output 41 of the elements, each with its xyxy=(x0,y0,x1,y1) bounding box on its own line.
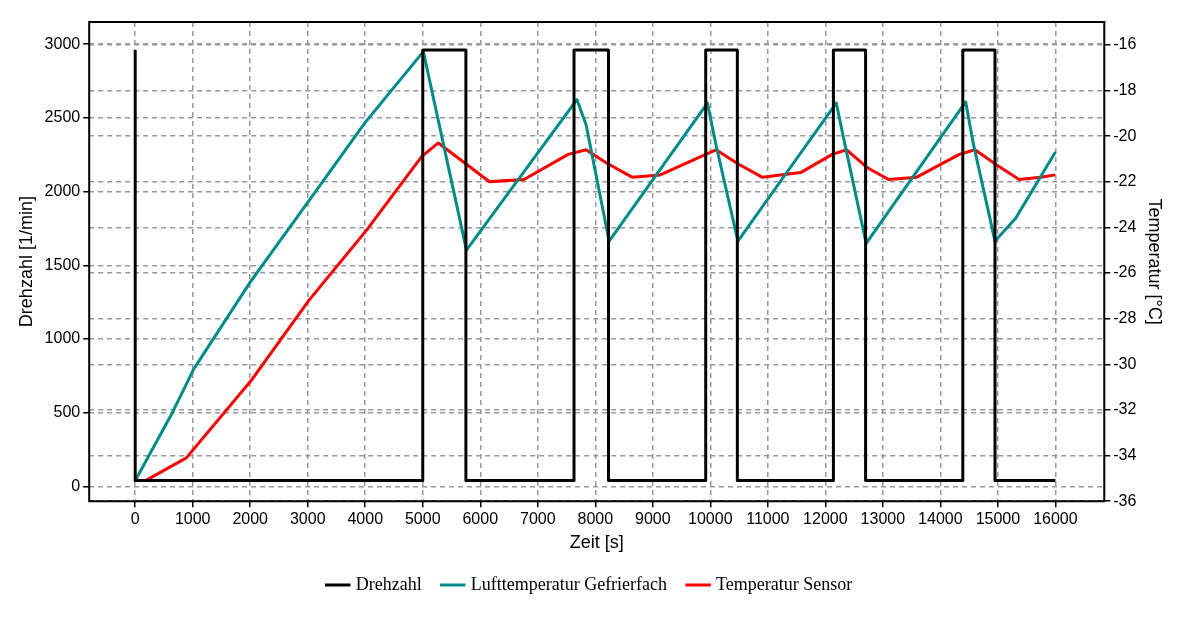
legend-label: Drehzahl xyxy=(355,573,422,594)
y2-tick-label: -22 xyxy=(1113,172,1137,190)
y-tick-label: 1500 xyxy=(44,255,81,273)
y2-tick-label: -20 xyxy=(1113,126,1137,144)
y-tick-label: 1000 xyxy=(44,329,81,347)
y-tick-label: 500 xyxy=(53,403,81,421)
x-axis-title: Zeit [s] xyxy=(569,532,624,553)
x-tick-label: 1000 xyxy=(174,510,211,528)
x-tick-label: 12000 xyxy=(803,510,848,528)
legend-label: Temperatur Sensor xyxy=(716,573,853,594)
y2-tick-label: -32 xyxy=(1113,400,1137,418)
x-tick-label: 16000 xyxy=(1033,510,1078,528)
x-tick-label: 7000 xyxy=(519,510,556,528)
y2-tick-label: -24 xyxy=(1113,217,1137,235)
y-axis-title: Drehzahl [1/min] xyxy=(15,196,36,328)
y2-tick-label: -36 xyxy=(1113,491,1137,509)
x-tick-label: 10000 xyxy=(688,510,733,528)
x-tick-label: 0 xyxy=(130,510,140,528)
x-tick-label: 4000 xyxy=(347,510,384,528)
y2-tick-label: -30 xyxy=(1113,354,1137,372)
x-tick-label: 2000 xyxy=(232,510,269,528)
y2-tick-label: -18 xyxy=(1113,80,1137,98)
y-tick-label: 3000 xyxy=(44,34,81,52)
x-tick-label: 15000 xyxy=(975,510,1021,528)
x-tick-label: 11000 xyxy=(746,510,790,528)
x-tick-label: 8000 xyxy=(577,510,614,528)
x-tick-label: 14000 xyxy=(918,510,963,528)
y2-axis-title: Temperatur [°C] xyxy=(1145,198,1166,325)
y-tick-label: 2500 xyxy=(44,108,81,126)
x-tick-label: 13000 xyxy=(860,510,906,528)
x-tick-label: 5000 xyxy=(404,510,441,528)
x-tick-label: 9000 xyxy=(635,510,671,528)
x-tick-label: 3000 xyxy=(289,510,326,528)
y-tick-label: 0 xyxy=(71,476,81,494)
y2-tick-label: -34 xyxy=(1113,445,1137,463)
y2-tick-label: -16 xyxy=(1113,35,1137,53)
y2-tick-label: -28 xyxy=(1113,309,1137,327)
y-tick-label: 2000 xyxy=(44,181,81,199)
y2-tick-label: -26 xyxy=(1113,263,1137,281)
legend-label: Lufttemperatur Gefrierfach xyxy=(470,573,668,594)
x-tick-label: 6000 xyxy=(462,510,499,528)
